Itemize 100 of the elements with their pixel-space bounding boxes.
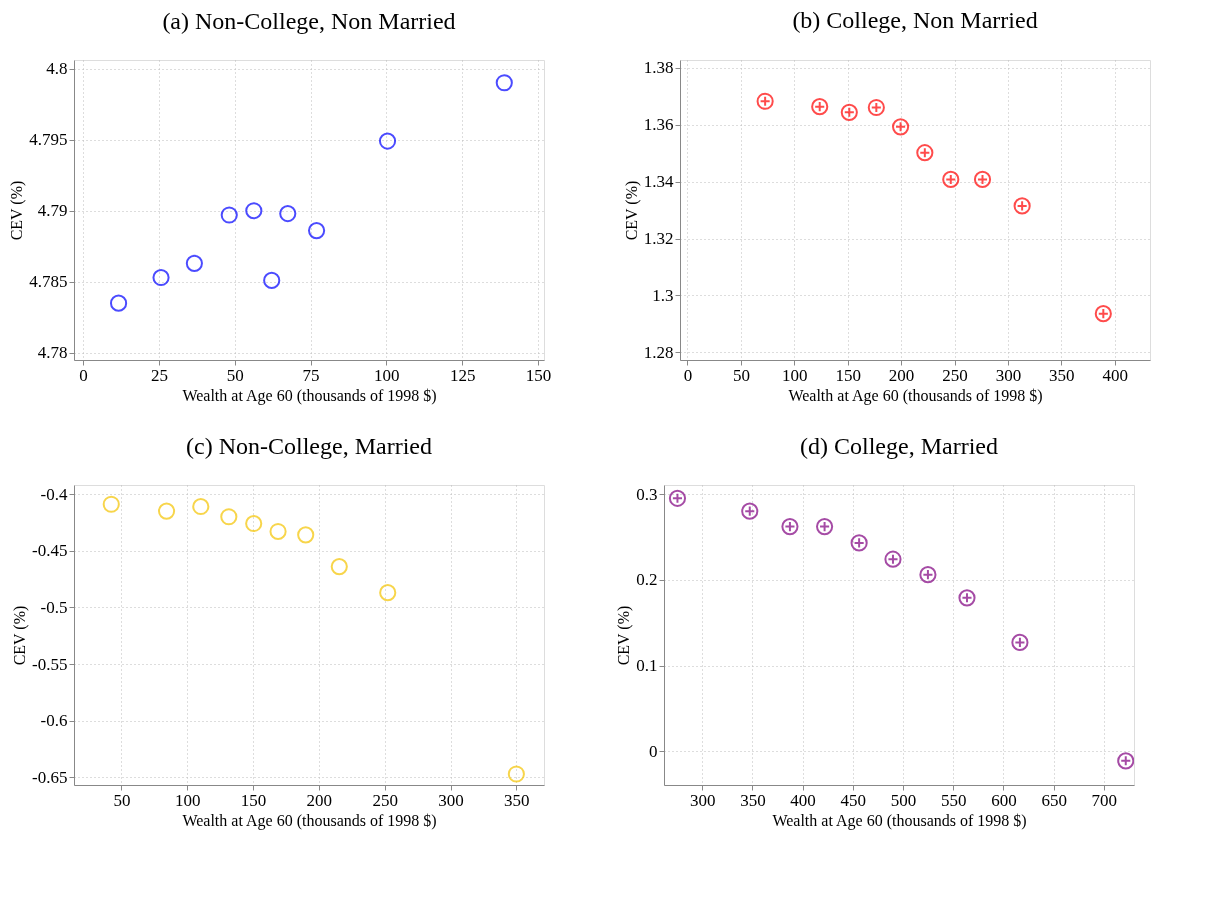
point bbox=[741, 502, 759, 520]
y-tick-label: -0.6 bbox=[40, 711, 68, 731]
point bbox=[973, 170, 992, 189]
x-tick-label: 250 bbox=[372, 790, 398, 810]
point bbox=[263, 271, 281, 289]
point bbox=[109, 294, 128, 312]
y-tick-label: 4.785 bbox=[29, 272, 68, 292]
x-tick-label: 125 bbox=[449, 365, 476, 385]
x-tick-label: 200 bbox=[888, 365, 915, 385]
point bbox=[840, 103, 858, 121]
point bbox=[495, 74, 513, 92]
x-tick-label: 600 bbox=[991, 790, 1017, 810]
y-tick-label: -0.4 bbox=[40, 484, 68, 504]
point bbox=[192, 497, 210, 516]
y-tick-label: 0.3 bbox=[636, 484, 658, 504]
x-axis-title: Wealth at Age 60 (thousands of 1998 $) bbox=[772, 811, 1027, 830]
y-tick-label: 0 bbox=[649, 741, 658, 761]
point bbox=[1117, 752, 1134, 770]
y-tick-label: 4.8 bbox=[46, 59, 68, 79]
point bbox=[668, 489, 687, 507]
x-tick-label: 25 bbox=[150, 365, 168, 385]
point bbox=[507, 765, 525, 783]
point bbox=[850, 534, 868, 552]
x-tick-label: 500 bbox=[890, 790, 917, 810]
y-tick-label: 1.34 bbox=[643, 172, 674, 192]
y-tick-label: 0.2 bbox=[636, 570, 658, 590]
x-axis-title: Wealth at Age 60 (thousands of 1998 $) bbox=[182, 811, 437, 830]
x-tick-label: 75 bbox=[302, 365, 320, 385]
x-tick-label: 300 bbox=[438, 790, 464, 810]
point bbox=[781, 518, 799, 536]
x-tick-label: 200 bbox=[306, 790, 333, 810]
point bbox=[185, 254, 203, 272]
x-axis-title: Wealth at Age 60 (thousands of 1998 $) bbox=[788, 386, 1043, 405]
chart-title: (c) Non-College, Married bbox=[186, 433, 432, 459]
x-tick-label: 50 bbox=[113, 790, 131, 810]
y-tick-label: 1.3 bbox=[652, 285, 674, 305]
y-tick-label: -0.45 bbox=[32, 541, 68, 561]
y-tick-label: 4.795 bbox=[29, 130, 68, 150]
x-tick-label: 350 bbox=[740, 790, 766, 810]
x-tick-label: 700 bbox=[1091, 790, 1118, 810]
y-tick-label: 0.1 bbox=[636, 656, 658, 676]
x-tick-label: 400 bbox=[1102, 365, 1128, 385]
x-tick-label: 150 bbox=[835, 365, 861, 385]
x-tick-label: 50 bbox=[732, 365, 750, 385]
point bbox=[1094, 305, 1112, 323]
x-tick-label: 0 bbox=[79, 365, 88, 385]
x-tick-label: 250 bbox=[942, 365, 968, 385]
y-tick-label: -0.55 bbox=[32, 654, 68, 674]
y-tick-label: 1.38 bbox=[643, 58, 674, 78]
point bbox=[884, 550, 902, 568]
y-tick-label: 4.79 bbox=[37, 201, 68, 221]
x-tick-label: 50 bbox=[226, 365, 244, 385]
x-tick-label: 150 bbox=[240, 790, 267, 810]
y-tick-label: 1.36 bbox=[643, 115, 674, 135]
x-tick-label: 550 bbox=[940, 790, 967, 810]
x-tick-label: 100 bbox=[782, 365, 808, 385]
y-axis-title: CEV (%) bbox=[622, 180, 641, 241]
x-tick-label: 100 bbox=[374, 365, 400, 385]
y-tick-label: 4.78 bbox=[37, 343, 68, 363]
point bbox=[756, 92, 774, 110]
x-axis-title: Wealth at Age 60 (thousands of 1998 $) bbox=[182, 386, 437, 405]
point bbox=[245, 514, 263, 533]
y-tick-label: -0.5 bbox=[40, 597, 68, 617]
point bbox=[269, 522, 287, 541]
point bbox=[919, 566, 937, 584]
x-tick-label: 350 bbox=[504, 790, 530, 810]
x-tick-label: 300 bbox=[995, 365, 1022, 385]
point bbox=[330, 558, 348, 576]
point bbox=[816, 518, 834, 536]
x-tick-label: 350 bbox=[1049, 365, 1075, 385]
x-tick-label: 0 bbox=[683, 365, 693, 385]
y-tick-label: 1.28 bbox=[643, 342, 674, 362]
chart-title: (d) College, Married bbox=[800, 433, 998, 459]
y-tick-label: 1.32 bbox=[643, 229, 674, 249]
y-tick-label: -0.65 bbox=[32, 767, 68, 787]
x-tick-label: 450 bbox=[840, 790, 867, 810]
point bbox=[297, 526, 315, 544]
chart-title: (b) College, Non Married bbox=[792, 6, 1038, 33]
y-axis-title: CEV (%) bbox=[8, 180, 27, 241]
point bbox=[916, 144, 934, 162]
point bbox=[1013, 197, 1031, 215]
point bbox=[811, 98, 829, 116]
x-tick-label: 300 bbox=[689, 790, 716, 810]
point bbox=[379, 584, 397, 602]
point bbox=[152, 268, 170, 287]
chart-title: (a) Non-College, Non Married bbox=[162, 7, 456, 34]
point bbox=[220, 206, 238, 224]
point bbox=[102, 495, 120, 513]
x-tick-label: 650 bbox=[1041, 790, 1067, 810]
point bbox=[958, 589, 976, 607]
point bbox=[308, 222, 326, 240]
point bbox=[942, 170, 960, 189]
y-axis-title: CEV (%) bbox=[11, 605, 30, 666]
point bbox=[378, 132, 397, 150]
point bbox=[220, 508, 238, 526]
point bbox=[245, 202, 263, 220]
x-tick-label: 150 bbox=[525, 365, 552, 385]
point bbox=[279, 204, 297, 223]
point bbox=[892, 118, 910, 136]
y-axis-title: CEV (%) bbox=[615, 605, 634, 666]
